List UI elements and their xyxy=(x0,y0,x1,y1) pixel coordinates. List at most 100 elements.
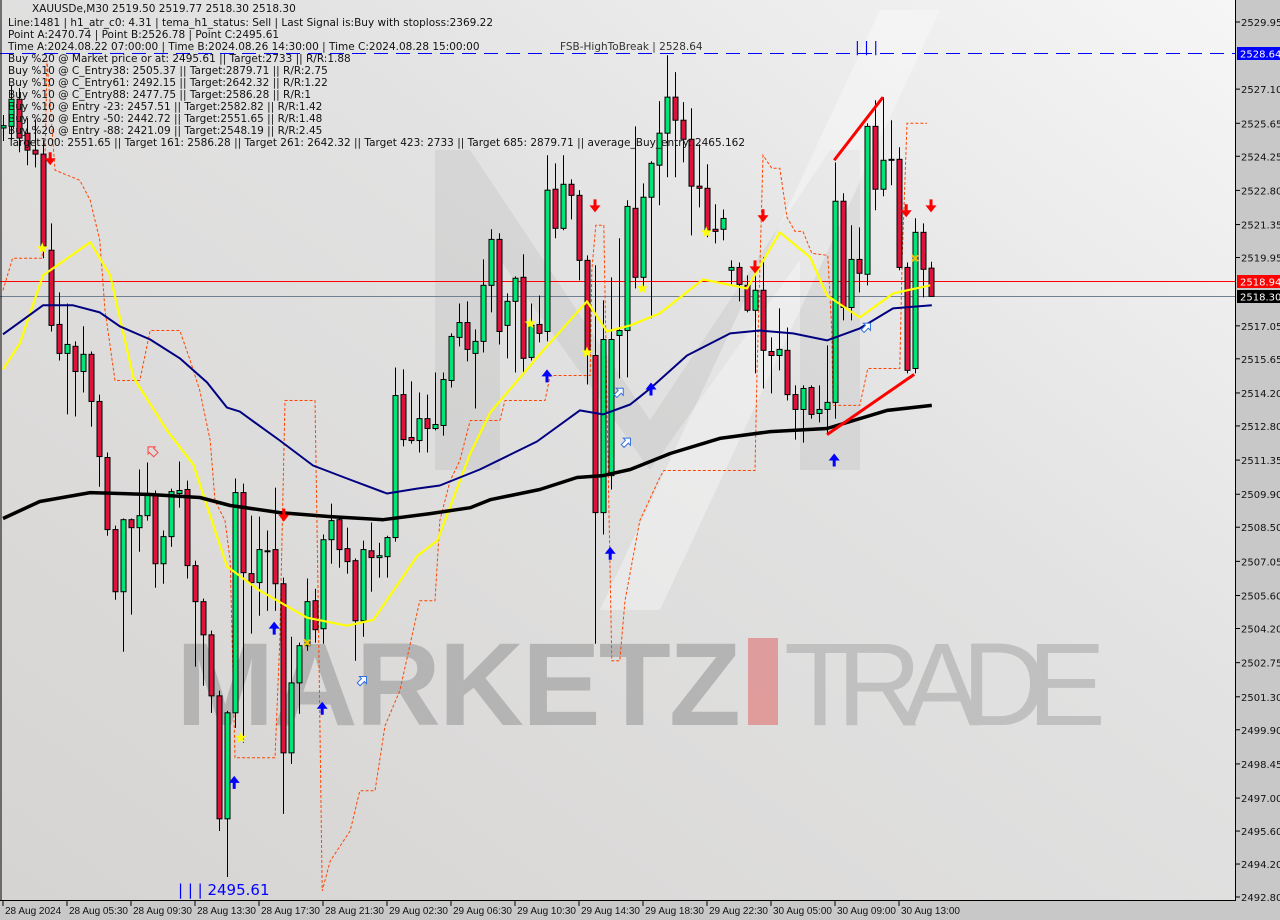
candle xyxy=(248,515,255,634)
price-levels xyxy=(0,53,1236,297)
info-line: Buy %10 @ C_Entry88: 2477.75 || Target:2… xyxy=(8,89,312,101)
candle-body-bear xyxy=(712,228,719,232)
candle xyxy=(912,218,919,374)
candle xyxy=(88,351,95,427)
candle xyxy=(296,642,303,714)
info-line: Time A:2024.08.22 07:00:00 | Time B:2024… xyxy=(8,41,480,53)
candle xyxy=(776,308,783,371)
candle-body-bull xyxy=(544,189,551,332)
candle xyxy=(240,483,247,743)
candle-body-bull xyxy=(648,162,655,198)
candle-body-bear xyxy=(904,266,911,371)
candle xyxy=(744,275,751,313)
candle xyxy=(880,97,887,197)
level-badge-last xyxy=(1237,290,1280,303)
candle xyxy=(256,516,263,616)
candle xyxy=(768,337,775,394)
candle-body-bear xyxy=(888,158,895,161)
y-tick-label: 2492.80 xyxy=(1241,893,1280,904)
candle-body-bull xyxy=(752,289,759,311)
candle-body-bear xyxy=(856,258,863,274)
candle xyxy=(472,329,479,409)
candle-body-bear xyxy=(352,560,359,622)
candle-body-bear xyxy=(552,188,559,229)
candle-body-bear xyxy=(464,322,471,350)
candle xyxy=(8,85,15,141)
level-badge-label-bid: 2518.94 xyxy=(1240,278,1280,289)
x-tick-label: 28 Aug 17:30 xyxy=(261,906,320,917)
candle xyxy=(800,385,807,443)
x-tick-label: 30 Aug 09:00 xyxy=(837,906,896,917)
y-tick-label: 2512.80 xyxy=(1241,422,1280,433)
candle xyxy=(872,100,879,211)
candle-body-bull xyxy=(416,418,423,442)
candle-body-bear xyxy=(72,345,79,373)
x-tick-label: 29 Aug 14:30 xyxy=(581,906,640,917)
candle-body-bull xyxy=(616,330,623,336)
candle xyxy=(600,300,607,535)
star-icon xyxy=(524,317,536,329)
sell-arrow-icon xyxy=(925,199,937,213)
y-tick-label: 2504.20 xyxy=(1241,624,1280,635)
candle-body-bull xyxy=(472,340,479,354)
candle-body-bear xyxy=(520,276,527,359)
candle xyxy=(864,123,871,286)
high-marks: | | | xyxy=(855,40,878,56)
x-tick-label: 29 Aug 22:30 xyxy=(709,906,768,917)
price-axis[interactable]: 2529.95 2527.10 2525.65 2524.25 2522.80 2521.… xyxy=(1236,18,1280,904)
info-line: Buy %10 @ C_Entry38: 2505.37 || Target:2… xyxy=(8,65,328,77)
candle xyxy=(112,525,119,600)
candle-body-bull xyxy=(432,424,439,430)
candle-body-bear xyxy=(872,125,879,190)
candle-body-bear xyxy=(152,493,159,565)
y-tick-label: 2495.60 xyxy=(1241,827,1280,838)
candle-body-bull xyxy=(176,489,183,495)
moving-averages xyxy=(2,231,932,627)
y-tick-label: 2502.75 xyxy=(1241,659,1280,670)
candle-body-bear xyxy=(272,549,279,585)
candle-body-bear xyxy=(24,132,31,151)
candle-body-bear xyxy=(240,492,247,574)
candle xyxy=(488,229,495,313)
candle xyxy=(400,369,407,447)
candle-body-bull xyxy=(8,98,15,127)
candle-body-bear xyxy=(96,400,103,458)
star-icon xyxy=(581,346,593,358)
candle-body-bull xyxy=(656,132,663,166)
y-tick-label: 2505.60 xyxy=(1241,592,1280,603)
candle xyxy=(616,238,623,379)
candle-body-bull xyxy=(232,492,239,714)
candle xyxy=(808,385,815,419)
candle-body-bull xyxy=(80,353,87,373)
candle xyxy=(576,190,583,281)
candle xyxy=(312,588,319,643)
candle-body-bull xyxy=(120,519,127,593)
symbol-quote-line: XAUUSDe,M30 2519.50 2519.77 2518.30 2518… xyxy=(32,3,296,15)
candle-body-bear xyxy=(280,583,287,754)
candle-body-bear xyxy=(784,349,791,396)
candle xyxy=(384,535,391,578)
candle xyxy=(56,292,63,361)
y-tick-label: 2494.20 xyxy=(1241,860,1280,871)
x-tick-label: 28 Aug 09:30 xyxy=(133,906,192,917)
candle xyxy=(328,503,335,564)
candle xyxy=(568,179,575,220)
candle xyxy=(512,276,519,373)
buy-hollow-arrow-icon xyxy=(620,437,631,449)
candle xyxy=(712,204,719,244)
y-tick-label: 2511.35 xyxy=(1241,456,1280,467)
time-axis[interactable]: 28 Aug 2024 28 Aug 05:30 28 Aug 09:30 28 Au… xyxy=(2,901,960,917)
star-icon xyxy=(36,242,48,254)
candle xyxy=(80,326,87,393)
candle xyxy=(464,301,471,362)
candle-body-bear xyxy=(208,634,215,697)
y-tick-label: 2499.90 xyxy=(1241,726,1280,737)
buy-arrow-icon xyxy=(228,775,240,789)
candle-body-bear xyxy=(632,207,639,278)
candle xyxy=(232,478,239,728)
candle-body-bull xyxy=(160,536,167,565)
candle xyxy=(664,55,671,178)
candle xyxy=(496,233,503,345)
candle xyxy=(200,598,207,686)
